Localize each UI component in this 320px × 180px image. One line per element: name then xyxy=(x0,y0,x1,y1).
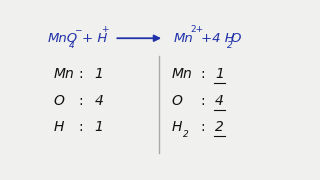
Text: :: : xyxy=(200,120,204,134)
Text: :: : xyxy=(200,94,204,108)
Text: Mn: Mn xyxy=(54,67,74,81)
Text: :: : xyxy=(78,120,83,134)
Text: H: H xyxy=(172,120,182,134)
Text: 2: 2 xyxy=(227,41,233,50)
Text: :: : xyxy=(78,67,83,81)
Text: Mn: Mn xyxy=(172,67,192,81)
Text: 2+: 2+ xyxy=(190,25,204,34)
Text: +4 H: +4 H xyxy=(201,32,235,45)
Text: MnO: MnO xyxy=(47,32,77,45)
Text: 4: 4 xyxy=(95,94,103,108)
Text: O: O xyxy=(231,32,241,45)
Text: 1: 1 xyxy=(95,120,103,134)
Text: :: : xyxy=(200,67,204,81)
Text: :: : xyxy=(78,94,83,108)
Text: O: O xyxy=(54,94,65,108)
Text: Mn: Mn xyxy=(174,32,194,45)
Text: 2: 2 xyxy=(215,120,224,134)
Text: + H: + H xyxy=(82,32,108,45)
Text: 2: 2 xyxy=(183,130,189,139)
Text: 1: 1 xyxy=(215,67,224,81)
Text: −: − xyxy=(74,25,82,34)
Text: O: O xyxy=(172,94,182,108)
Text: 4: 4 xyxy=(215,94,224,108)
Text: H: H xyxy=(54,120,64,134)
Text: 4: 4 xyxy=(69,41,75,50)
Text: +: + xyxy=(101,25,109,34)
Text: 1: 1 xyxy=(95,67,103,81)
